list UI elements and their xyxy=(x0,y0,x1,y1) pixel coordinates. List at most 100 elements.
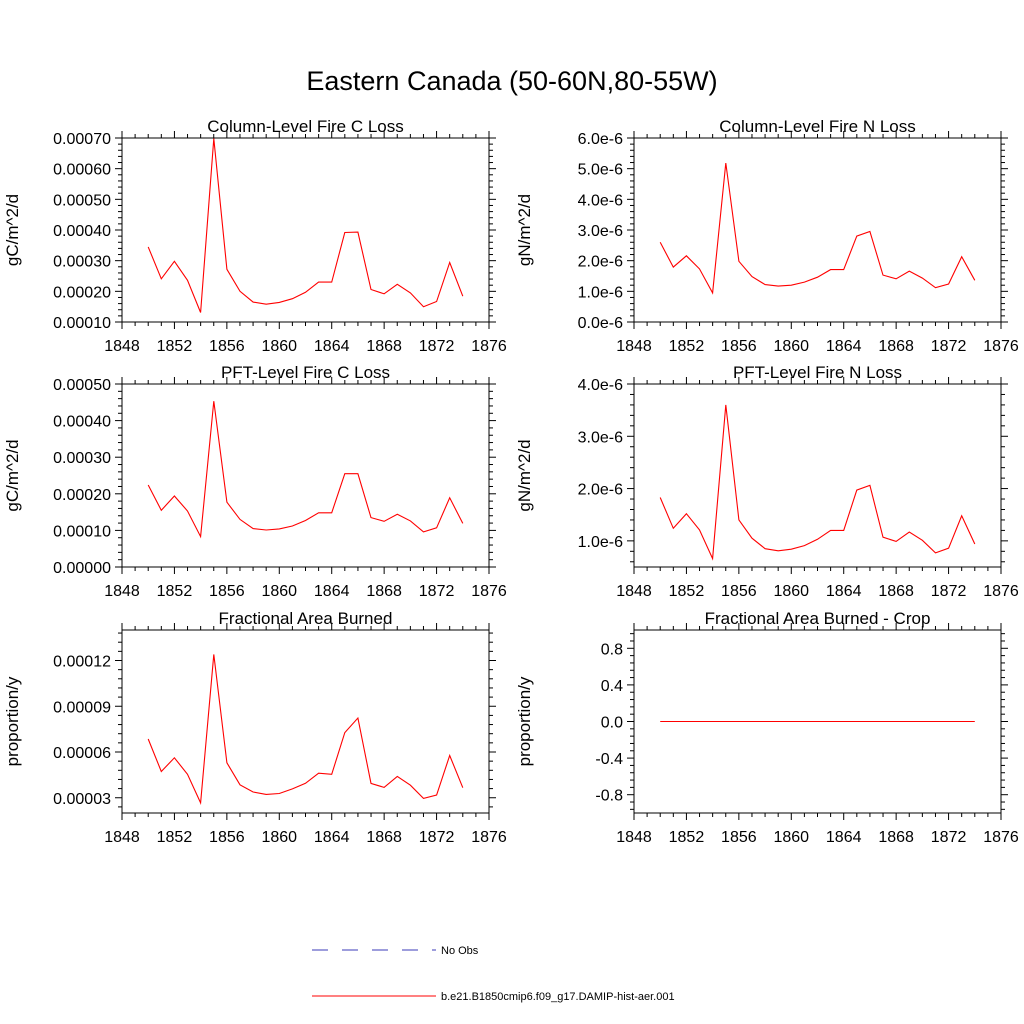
y-tick-label: 1.0e-6 xyxy=(578,534,623,551)
x-tick-label: 1872 xyxy=(931,829,967,846)
y-tick-label: 6.0e-6 xyxy=(578,131,623,148)
x-tick-label: 1876 xyxy=(983,338,1019,355)
series-line xyxy=(147,654,464,806)
panel-title: PFT-Level Fire C Loss xyxy=(221,363,390,382)
y-tick-label: 0.8 xyxy=(601,641,623,658)
y-tick-label: 0.0 xyxy=(601,715,623,732)
y-tick-label: 2.0e-6 xyxy=(578,254,623,271)
y-tick-label: 0.00020 xyxy=(53,487,111,504)
x-tick-label: 1864 xyxy=(314,583,350,600)
y-tick-label: 3.0e-6 xyxy=(578,429,623,446)
panel-5: Fractional Area Burned proportion/y 1848 18… xyxy=(3,609,507,846)
figure-title: Eastern Canada (50-60N,80-55W) xyxy=(306,66,717,96)
x-tick-label: 1868 xyxy=(878,338,914,355)
series-line xyxy=(659,163,976,295)
x-tick-label: 1848 xyxy=(104,583,140,600)
plot-frame xyxy=(121,629,490,814)
x-tick-label: 1856 xyxy=(721,829,757,846)
x-tick-label: 1876 xyxy=(471,338,507,355)
x-tick-label: 1860 xyxy=(261,583,297,600)
x-tick-label: 1868 xyxy=(366,829,402,846)
y-tick-label: 0.00000 xyxy=(53,560,111,577)
panel-1: Column-Level Fire C Loss gC/m^2/d 1848 1852… xyxy=(3,117,507,355)
y-tick-label: 3.0e-6 xyxy=(578,223,623,240)
x-tick-label: 1864 xyxy=(826,583,862,600)
y-axis-label: gC/m^2/d xyxy=(3,439,22,511)
x-tick-label: 1852 xyxy=(669,338,705,355)
x-tick-label: 1876 xyxy=(471,583,507,600)
x-tick-label: 1856 xyxy=(209,338,245,355)
panels: Column-Level Fire C Loss gC/m^2/d 1848 1852… xyxy=(3,117,1019,846)
x-tick-label: 1848 xyxy=(104,829,140,846)
x-tick-label: 1852 xyxy=(669,583,705,600)
y-tick-label: 0.00003 xyxy=(53,791,111,808)
x-tick-label: 1876 xyxy=(983,583,1019,600)
y-tick-label: 0.4 xyxy=(601,678,623,695)
plot-frame xyxy=(121,137,490,323)
panel-title: Column-Level Fire N Loss xyxy=(719,117,916,136)
legend: No Obs b.e21.B1850cmip6.f09_g17.DAMIP-his… xyxy=(312,945,675,1003)
x-tick-label: 1856 xyxy=(721,338,757,355)
y-tick-label: 0.00050 xyxy=(53,192,111,209)
y-tick-label: 2.0e-6 xyxy=(578,482,623,499)
y-tick-label: -0.8 xyxy=(595,788,623,805)
panel-2: Column-Level Fire N Loss gN/m^2/d 1848 1852… xyxy=(515,117,1019,355)
x-tick-label: 1868 xyxy=(878,583,914,600)
y-tick-label: 0.00030 xyxy=(53,254,111,271)
x-tick-label: 1848 xyxy=(616,583,652,600)
x-tick-label: 1852 xyxy=(157,338,193,355)
y-tick-label: 0.00012 xyxy=(53,654,111,671)
x-tick-label: 1848 xyxy=(616,338,652,355)
y-tick-label: 0.00006 xyxy=(53,745,111,762)
panel-6: Fractional Area Burned - Crop proportion/… xyxy=(515,609,1019,846)
y-tick-label: 0.00070 xyxy=(53,131,111,148)
x-tick-label: 1868 xyxy=(366,338,402,355)
legend-label-1: No Obs xyxy=(441,945,479,957)
panel-title: Fractional Area Burned - Crop xyxy=(705,609,931,628)
legend-label-2: b.e21.B1850cmip6.f09_g17.DAMIP-hist-aer.… xyxy=(441,991,675,1003)
x-tick-label: 1864 xyxy=(314,338,350,355)
y-axis-label: proportion/y xyxy=(515,676,534,766)
x-tick-label: 1860 xyxy=(261,829,297,846)
panel-title: Fractional Area Burned xyxy=(219,609,393,628)
y-axis-label: gC/m^2/d xyxy=(3,194,22,266)
x-tick-label: 1872 xyxy=(931,583,967,600)
x-tick-label: 1860 xyxy=(773,829,809,846)
panel-title: Column-Level Fire C Loss xyxy=(207,117,404,136)
x-tick-label: 1868 xyxy=(878,829,914,846)
x-tick-label: 1864 xyxy=(826,829,862,846)
panel-title: PFT-Level Fire N Loss xyxy=(733,363,902,382)
x-tick-label: 1860 xyxy=(261,338,297,355)
series-line xyxy=(147,138,464,313)
x-tick-label: 1872 xyxy=(419,583,455,600)
y-tick-label: 5.0e-6 xyxy=(578,162,623,179)
series-line xyxy=(147,401,464,539)
y-tick-label: -0.4 xyxy=(595,751,623,768)
x-tick-label: 1852 xyxy=(157,829,193,846)
y-axis-label: gN/m^2/d xyxy=(515,439,534,511)
x-tick-label: 1864 xyxy=(314,829,350,846)
y-tick-label: 0.00020 xyxy=(53,284,111,301)
x-tick-label: 1848 xyxy=(104,338,140,355)
x-tick-label: 1860 xyxy=(773,583,809,600)
panel-3: PFT-Level Fire C Loss gC/m^2/d 1848 1852 185… xyxy=(3,363,507,600)
plot-frame xyxy=(633,137,1002,323)
y-tick-label: 0.0e-6 xyxy=(578,315,623,332)
x-tick-label: 1872 xyxy=(419,829,455,846)
y-tick-label: 0.00030 xyxy=(53,450,111,467)
y-axis-label: gN/m^2/d xyxy=(515,194,534,266)
x-tick-label: 1876 xyxy=(983,829,1019,846)
y-tick-label: 4.0e-6 xyxy=(578,377,623,394)
plot-frame xyxy=(121,383,490,568)
x-tick-label: 1856 xyxy=(209,829,245,846)
y-tick-label: 0.00040 xyxy=(53,414,111,431)
x-tick-label: 1872 xyxy=(931,338,967,355)
y-tick-label: 4.0e-6 xyxy=(578,192,623,209)
x-tick-label: 1852 xyxy=(157,583,193,600)
y-axis-label: proportion/y xyxy=(3,676,22,766)
y-tick-label: 0.00009 xyxy=(53,699,111,716)
y-tick-label: 0.00010 xyxy=(53,315,111,332)
x-tick-label: 1852 xyxy=(669,829,705,846)
y-tick-label: 1.0e-6 xyxy=(578,284,623,301)
